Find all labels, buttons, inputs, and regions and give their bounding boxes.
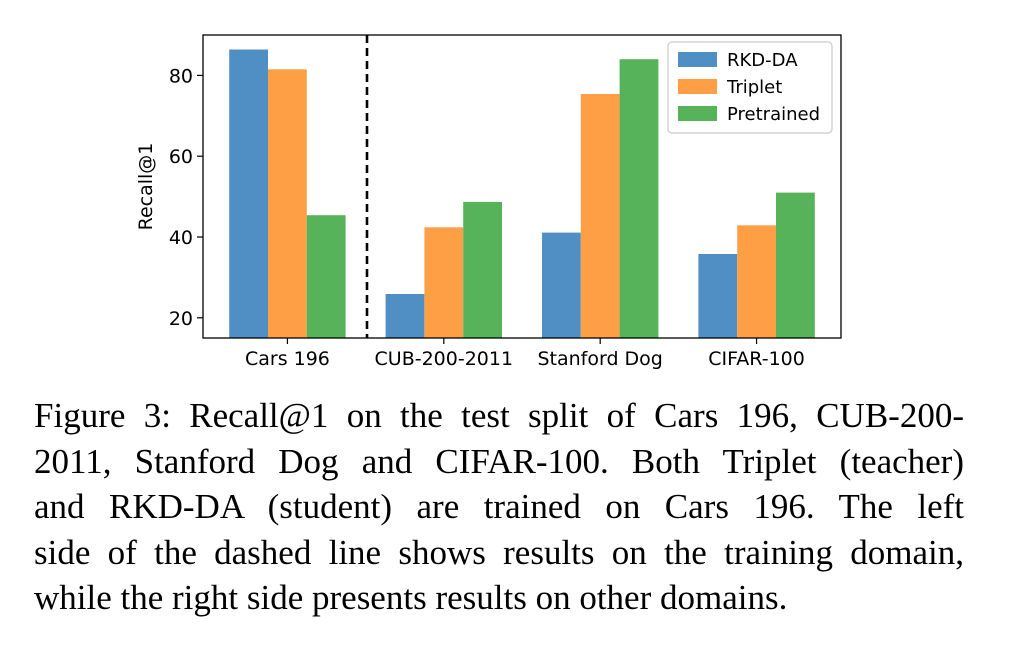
y-tick-label: 80 xyxy=(169,65,193,87)
x-tick-label: Stanford Dog xyxy=(537,348,662,370)
bar-pretrained xyxy=(306,215,346,338)
legend-swatch xyxy=(678,106,717,121)
bar-triplet xyxy=(268,69,307,339)
caption-line: 2011, Stanford Dog and CIFAR-100. Both T… xyxy=(34,441,964,481)
y-tick-label: 60 xyxy=(169,146,193,168)
bar-rkd-da xyxy=(698,254,738,338)
caption-line: side of the dashed line shows results on… xyxy=(34,532,964,572)
y-tick-label: 40 xyxy=(169,227,193,249)
bar-triplet xyxy=(424,227,464,338)
caption-line: and RKD-DA (student) are trained on Cars… xyxy=(34,487,964,526)
plot-frame xyxy=(202,34,842,339)
bar-triplet xyxy=(737,225,776,338)
bar-rkd-da xyxy=(542,232,581,338)
axes-layer: Cars 196 CUB-200-2011 Stanford Dog CIFAR-10… xyxy=(135,34,842,370)
bars-layer xyxy=(229,49,815,339)
bar-pretrained xyxy=(619,59,659,338)
bar-triplet xyxy=(580,94,620,338)
legend-label: RKD-DA xyxy=(727,50,798,71)
bar-rkd-da xyxy=(385,294,425,338)
legend-label: Triplet xyxy=(726,77,782,98)
legend-swatch xyxy=(678,79,717,94)
legend-swatch xyxy=(678,52,717,67)
x-tick-label: Cars 196 xyxy=(245,348,330,370)
bar-chart: Cars 196 CUB-200-2011 Stanford Dog CIFAR-10… xyxy=(135,34,842,370)
bar-rkd-da xyxy=(229,49,268,338)
figure-caption: Figure 3: Recall@1 on the test split of … xyxy=(34,393,964,621)
caption-line: while the right side presents results on… xyxy=(34,578,788,617)
legend: RKD-DA Triplet Pretrained xyxy=(667,41,833,134)
legend-label: Pretrained xyxy=(727,104,820,125)
x-tick-label: CIFAR-100 xyxy=(708,348,805,370)
x-tick-label: CUB-200-2011 xyxy=(375,348,514,370)
y-tick-label: 20 xyxy=(169,308,193,330)
bar-pretrained xyxy=(463,201,502,338)
bar-pretrained xyxy=(776,192,815,338)
y-axis-label: Recall@1 xyxy=(135,143,157,231)
caption-line: Figure 3: Recall@1 on the test split of … xyxy=(34,396,964,435)
